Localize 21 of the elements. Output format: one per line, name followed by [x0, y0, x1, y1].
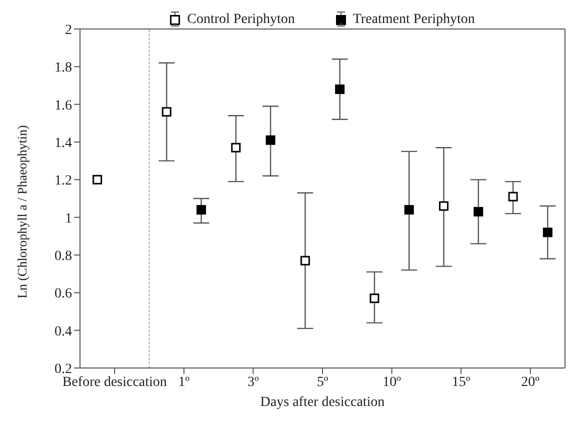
x-tick-label: 1º: [178, 374, 190, 390]
y-tick-label: 1: [65, 211, 72, 226]
x-tick-label: 20º: [521, 374, 540, 390]
x-tick-label: Before desiccation: [62, 374, 167, 390]
legend-label: Control Periphyton: [187, 12, 295, 28]
x-tick-label: 5º: [316, 374, 329, 390]
y-tick-label: 1.8: [54, 60, 72, 76]
y-tick-label: 0.2: [54, 362, 72, 377]
y-tick-label: 0.4: [54, 324, 72, 340]
x-tick-label: 15º: [452, 374, 471, 390]
x-tick-label: 3º: [248, 374, 260, 390]
y-tick-label: 0.8: [54, 248, 72, 264]
y-axis-title: Ln (Chlorophyll a / Phaeophytin): [14, 125, 30, 298]
y-tick-label: 1.4: [54, 136, 72, 151]
legend-label: Treatment Periphyton: [352, 12, 475, 28]
y-tick-label: 0.6: [54, 286, 72, 302]
x-tick-label: 10º: [382, 374, 402, 390]
y-tick-label: 2: [65, 22, 72, 38]
y-tick-label: 1.6: [54, 98, 72, 114]
x-axis-title: Days after desiccation: [260, 395, 385, 410]
y-tick-label: 1.2: [54, 174, 72, 189]
